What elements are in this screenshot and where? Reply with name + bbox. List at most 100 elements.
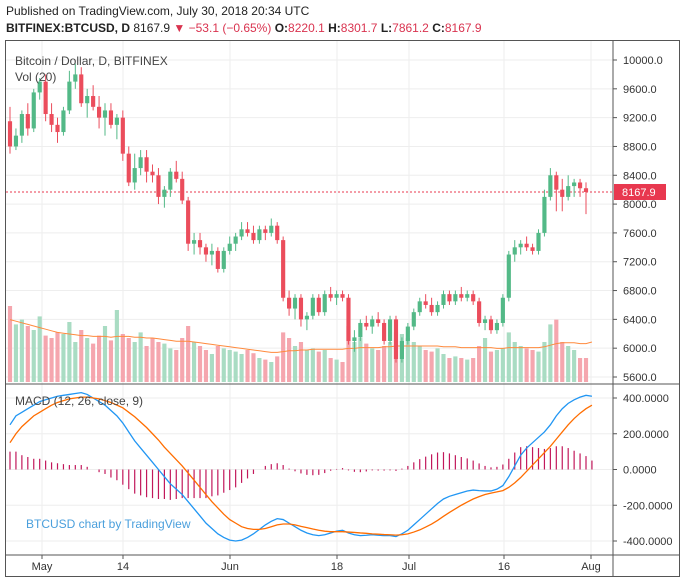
volume-bars xyxy=(7,306,589,382)
candle-body xyxy=(370,319,375,327)
candle-body xyxy=(471,294,476,302)
candle-body xyxy=(518,243,523,248)
grid-lines xyxy=(6,41,613,555)
volume-bar xyxy=(221,348,226,382)
candle-body xyxy=(447,294,452,302)
volume-bar xyxy=(186,326,191,382)
candle-body xyxy=(96,106,102,118)
volume-bar xyxy=(7,306,13,382)
volume-bar xyxy=(174,350,179,382)
open-label: O: xyxy=(274,21,289,35)
symbol-label: BITFINEX:BTCUSD, D xyxy=(6,21,130,35)
candle-body xyxy=(108,110,114,125)
volume-bar xyxy=(518,346,523,382)
candle-body xyxy=(358,322,363,338)
volume-bar xyxy=(370,348,375,382)
candle-body xyxy=(524,243,529,248)
candle-body xyxy=(61,110,66,133)
volume-bar xyxy=(328,358,333,382)
volume-bar xyxy=(275,356,280,382)
candle-body xyxy=(506,254,511,298)
candle-body xyxy=(192,240,197,244)
volume-bar xyxy=(67,322,72,382)
candle-body xyxy=(138,157,143,169)
price-tick-label: 6000.0 xyxy=(623,343,657,355)
volume-bar xyxy=(132,342,137,382)
candle-body xyxy=(25,114,30,129)
time-tick-label: Jul xyxy=(402,561,416,573)
time-tick-label: 18 xyxy=(331,561,343,573)
volume-bar xyxy=(209,354,214,382)
volume-bar xyxy=(203,350,209,382)
volume-bar xyxy=(429,351,434,382)
price-pane-title: Bitcoin / Dollar, D, BITFINEX xyxy=(15,54,168,68)
candle-body xyxy=(174,171,179,179)
candle-body xyxy=(209,250,214,255)
candle-body xyxy=(186,200,191,244)
macd-tick-label: 0.0000 xyxy=(623,465,657,477)
macd-tick-label: -200.0000 xyxy=(623,500,673,512)
volume-bar xyxy=(387,342,393,382)
candle-body xyxy=(245,229,250,233)
volume-bar xyxy=(524,348,529,382)
volume-bar xyxy=(55,332,60,382)
volume-bar xyxy=(287,338,292,382)
volume-label: Vol (20) xyxy=(15,70,56,84)
volume-bar xyxy=(322,350,327,382)
volume-bar xyxy=(114,310,119,382)
price-tick-label: 7200.0 xyxy=(623,257,657,269)
volume-bar xyxy=(477,346,482,382)
candle-body xyxy=(156,175,161,197)
candle-body xyxy=(399,340,404,359)
candle-body xyxy=(91,96,96,107)
volume-bar xyxy=(340,362,345,382)
candle-body xyxy=(310,297,315,316)
volume-bar xyxy=(126,338,131,382)
volume-bar xyxy=(298,342,304,382)
volume-bar xyxy=(488,351,494,382)
candle-body xyxy=(233,236,238,244)
price-change: −53.1 (−0.65%) xyxy=(188,21,272,35)
volume-bar xyxy=(364,343,369,382)
candle-body xyxy=(257,229,262,241)
macd-pane-title: MACD (12, 26, close, 9) xyxy=(15,394,143,408)
price-tick-label: 9200.0 xyxy=(623,113,657,125)
volume-bar xyxy=(482,338,488,382)
volume-bar xyxy=(583,358,589,382)
volume-bar xyxy=(405,338,410,382)
last-price-badge-text: 8167.9 xyxy=(622,187,656,199)
volume-bar xyxy=(536,351,541,382)
candle-body xyxy=(132,168,137,183)
candle-body xyxy=(548,175,553,197)
volume-bar xyxy=(19,319,24,382)
candle-body xyxy=(269,225,274,233)
candle-body xyxy=(577,182,583,189)
open-value: 8220.1 xyxy=(288,21,325,35)
candle-body xyxy=(387,319,393,341)
candle-body xyxy=(67,81,72,111)
volume-bar xyxy=(577,358,583,382)
candle-body xyxy=(275,225,280,241)
candle-body xyxy=(31,92,36,129)
low-label: L: xyxy=(380,21,393,35)
candle-body xyxy=(316,297,321,313)
volume-bar xyxy=(138,332,143,382)
volume-bar xyxy=(49,338,54,382)
volume-bar xyxy=(417,346,422,382)
candle-body xyxy=(482,319,488,323)
candle-body xyxy=(13,135,19,147)
volume-bar xyxy=(506,332,511,382)
volume-bar xyxy=(180,338,185,382)
last-price-badge xyxy=(614,183,666,200)
macd-tick-label: 200.0000 xyxy=(623,429,669,441)
price-tick-label: 5600.0 xyxy=(623,372,657,384)
volume-bar xyxy=(423,350,428,382)
candle-body xyxy=(453,294,458,302)
candle-body xyxy=(203,247,209,255)
volume-bar xyxy=(465,359,470,382)
candle-body xyxy=(263,229,268,233)
watermark: BTCUSD chart by TradingView xyxy=(26,517,191,531)
volume-bar xyxy=(447,358,452,382)
price-tick-label: 8800.0 xyxy=(623,141,657,153)
